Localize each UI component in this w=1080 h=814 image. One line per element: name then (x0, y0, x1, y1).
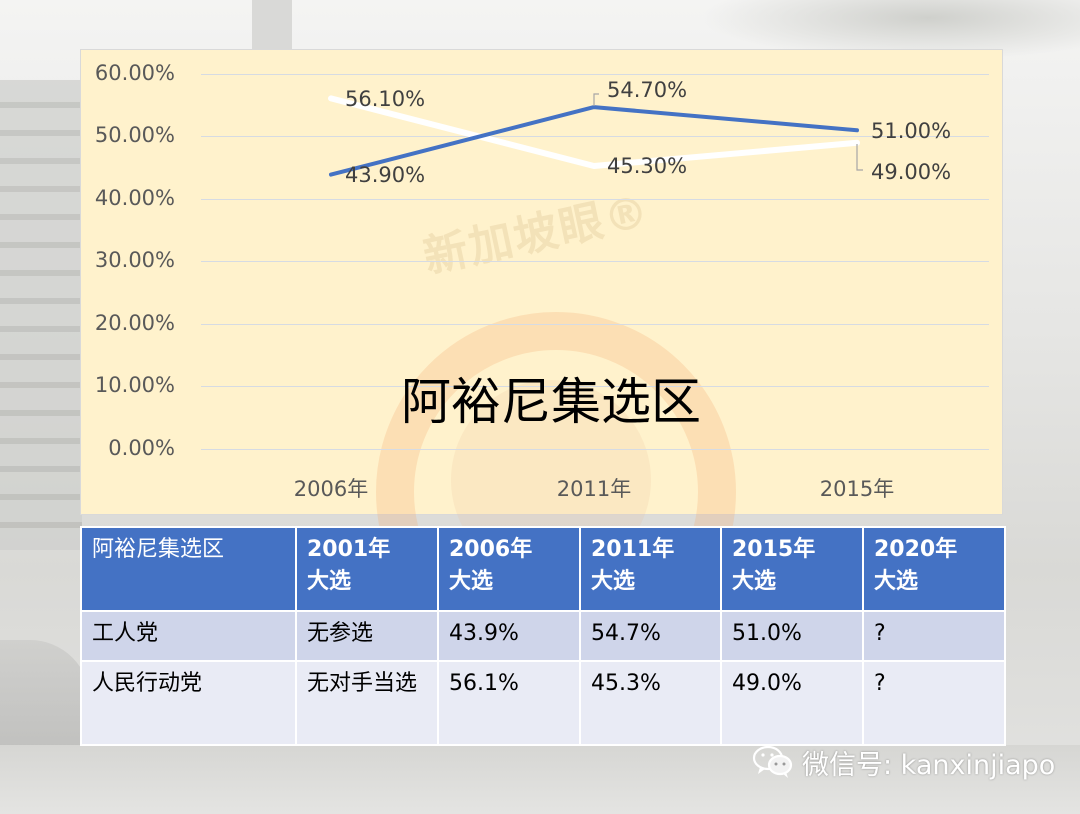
table-cell: 人民行动党 (80, 660, 297, 746)
data-label: 49.00% (871, 160, 952, 184)
line-chart: 新加坡眼® 60.00% 50.00% 40.00% 30.00% 20.00%… (80, 49, 1003, 672)
table-cell: 54.7% (579, 610, 722, 662)
header-text: 大选 (732, 569, 777, 594)
table-cell: 43.9% (437, 610, 581, 662)
series-line-ppap (328, 95, 860, 169)
leader-line (856, 144, 863, 171)
table-header-row: 阿裕尼集选区 2001年大选 2006年大选 2011年大选 2015年大选 2… (80, 526, 1006, 612)
table-header-cell: 2006年大选 (437, 526, 581, 612)
table-cell: 45.3% (579, 660, 722, 746)
y-tick-label: 60.00% (94, 61, 175, 85)
header-text: 2001年 (307, 537, 391, 562)
gridline-60 (201, 74, 989, 75)
y-tick-label: 20.00% (94, 311, 175, 335)
data-label: 51.00% (871, 119, 952, 143)
leader-line (593, 93, 599, 106)
table-cell: 56.1% (437, 660, 581, 746)
table-cell: 工人党 (80, 610, 297, 662)
x-tick-label: 2015年 (819, 477, 895, 501)
header-text: 2015年 (732, 537, 816, 562)
gridline-10 (201, 386, 989, 387)
header-text: 大选 (449, 569, 494, 594)
background-pole (252, 0, 292, 50)
header-text: 2020年 (874, 537, 958, 562)
gridline-30 (201, 261, 989, 262)
table-cell: ? (862, 610, 1006, 662)
header-text: 大选 (591, 569, 636, 594)
data-label: 54.70% (607, 78, 688, 102)
y-tick-label: 30.00% (94, 248, 175, 272)
wechat-watermark: 微信号: kanxinjiapo (752, 742, 1055, 782)
background-road (0, 745, 1080, 814)
x-tick-label: 2011年 (556, 477, 632, 501)
gridline-50 (201, 136, 989, 137)
gridline-40 (201, 199, 989, 200)
table-cell: 49.0% (720, 660, 864, 746)
results-table: 阿裕尼集选区 2001年大选 2006年大选 2011年大选 2015年大选 2… (80, 526, 1006, 746)
data-label: 56.10% (345, 87, 426, 111)
table-cell: 无参选 (295, 610, 439, 662)
x-tick-label: 2006年 (293, 477, 369, 501)
table-row: 工人党 无参选 43.9% 54.7% 51.0% ? (80, 610, 1006, 662)
series-line-wp (329, 105, 859, 177)
header-text: 大选 (874, 569, 919, 594)
header-text: 2011年 (591, 537, 675, 562)
chart-title: 阿裕尼集选区 (401, 373, 701, 431)
table-row: 人民行动党 无对手当选 56.1% 45.3% 49.0% ? (80, 660, 1006, 746)
table-cell: 51.0% (720, 610, 864, 662)
data-label: 45.30% (607, 154, 688, 178)
table-header-cell: 2011年大选 (579, 526, 722, 612)
gridline-20 (201, 324, 989, 325)
y-tick-label: 10.00% (94, 373, 175, 397)
y-tick-label: 0.00% (108, 436, 175, 460)
table-header-cell: 2015年大选 (720, 526, 864, 612)
header-text: 阿裕尼集选区 (92, 537, 225, 562)
gridline-0 (201, 449, 989, 450)
header-text: 2006年 (449, 537, 533, 562)
table-header-cell: 阿裕尼集选区 (80, 526, 297, 612)
y-tick-label: 50.00% (94, 123, 175, 147)
table-cell: ? (862, 660, 1006, 746)
chart-lines (328, 93, 863, 177)
data-label: 43.90% (345, 163, 426, 187)
table-header-cell: 2001年大选 (295, 526, 439, 612)
y-tick-label: 40.00% (94, 186, 175, 210)
table-header-cell: 2020年大选 (862, 526, 1006, 612)
wechat-icon (752, 745, 793, 778)
table-cell: 无对手当选 (295, 660, 439, 746)
background-building (0, 80, 82, 550)
wechat-id-label: 微信号: kanxinjiapo (802, 749, 1056, 781)
header-text: 大选 (307, 569, 352, 594)
background-car (0, 640, 90, 760)
